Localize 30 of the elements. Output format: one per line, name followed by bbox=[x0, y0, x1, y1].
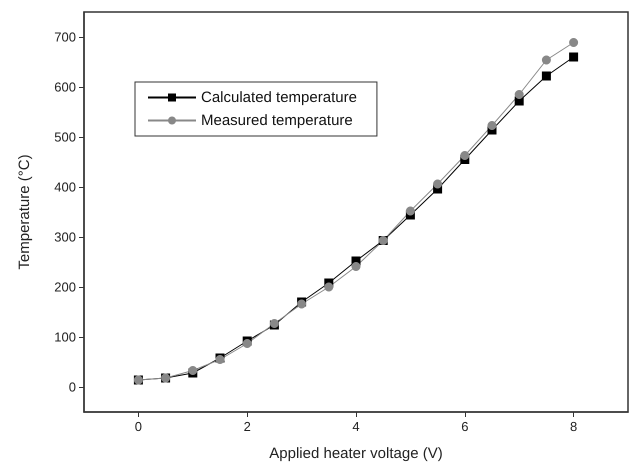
x-tick-label: 4 bbox=[352, 419, 360, 434]
y-tick-label: 500 bbox=[54, 130, 76, 144]
y-tick-label: 100 bbox=[54, 330, 76, 344]
point bbox=[433, 180, 442, 188]
legend-label: Measured temperature bbox=[201, 112, 353, 129]
point bbox=[569, 52, 578, 62]
point bbox=[542, 72, 551, 80]
y-axis-title: Temperature (°C) bbox=[16, 154, 33, 270]
legend-label: Calculated temperature bbox=[201, 89, 357, 106]
point bbox=[406, 206, 415, 216]
y-tick-label: 600 bbox=[54, 80, 76, 94]
x-tick-label: 8 bbox=[570, 419, 578, 434]
y-tick-label: 0 bbox=[68, 380, 76, 394]
x-tick-label: 6 bbox=[461, 419, 468, 434]
point bbox=[488, 121, 496, 130]
x-axis-title: Applied heater voltage (V) bbox=[269, 445, 443, 462]
point bbox=[352, 262, 360, 271]
y-tick-label: 300 bbox=[54, 230, 76, 244]
point bbox=[542, 56, 551, 64]
x-tick-label: 0 bbox=[134, 419, 142, 434]
point bbox=[514, 90, 524, 99]
y-tick-label: 200 bbox=[54, 280, 76, 294]
point bbox=[242, 339, 252, 348]
point bbox=[188, 366, 198, 375]
y-tick-label: 400 bbox=[54, 180, 76, 194]
x-tick-label: 2 bbox=[244, 419, 251, 434]
y-tick-label: 700 bbox=[54, 30, 76, 44]
point bbox=[324, 282, 334, 292]
point bbox=[569, 38, 578, 47]
point bbox=[460, 151, 470, 160]
